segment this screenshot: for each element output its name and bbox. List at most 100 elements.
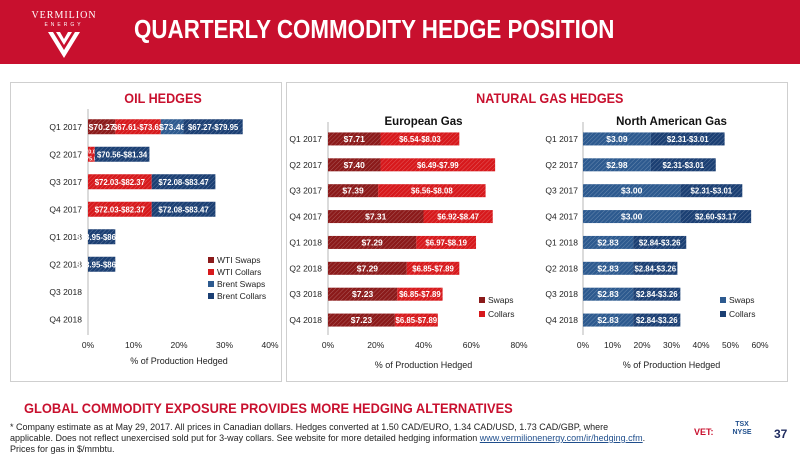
- oil-data-label: $70.08-: [82, 149, 101, 155]
- oil-legend-swatch: [208, 281, 214, 287]
- european-gas-data-label: $7.23: [352, 289, 374, 299]
- north-american-gas-category-label: Q2 2017: [545, 160, 578, 170]
- north-american-gas-legend-swatch: [720, 311, 726, 317]
- european-gas-data-label: $7.40: [344, 160, 366, 170]
- oil-category-label: Q2 2018: [49, 259, 82, 269]
- oil-bar-texture: [151, 201, 216, 217]
- oil-bar-texture: [88, 229, 116, 245]
- north-american-gas-chart-title: North American Gas: [616, 116, 727, 128]
- oil-data-label: $73.46: [159, 122, 185, 132]
- north-american-gas-bar-texture: [583, 287, 634, 301]
- european-gas-data-label: $6.97-$8.19: [425, 238, 467, 247]
- oil-data-label: $72.03-$82.37: [95, 205, 145, 214]
- oil-x-tick-label: 30%: [216, 340, 233, 350]
- oil-bar-texture: [88, 119, 116, 135]
- european-gas-chart-title: European Gas: [385, 116, 463, 128]
- north-american-gas-category-label: Q1 2018: [545, 237, 578, 247]
- european-gas-data-label: $7.71: [344, 134, 366, 144]
- european-gas-category-label: Q1 2018: [289, 237, 322, 247]
- north-american-gas-category-label: Q4 2017: [545, 212, 578, 222]
- north-american-gas-data-label: $2.83: [597, 315, 619, 325]
- european-gas-bar-texture: [328, 313, 395, 327]
- oil-bar-texture: [183, 119, 243, 135]
- european-gas-category-label: Q2 2018: [289, 263, 322, 273]
- oil-data-label: $72.08-$83.47: [158, 178, 208, 187]
- oil-category-label: Q3 2018: [49, 287, 82, 297]
- north-american-gas-data-label: $2.31-$3.01: [662, 161, 704, 170]
- oil-x-tick-label: 10%: [125, 340, 142, 350]
- north-american-gas-category-label: Q4 2018: [545, 315, 578, 325]
- european-gas-x-tick-label: 40%: [415, 340, 432, 350]
- european-gas-x-tick-label: 20%: [367, 340, 384, 350]
- european-gas-bar-texture: [328, 132, 381, 146]
- european-gas-data-label: $7.23: [351, 315, 373, 325]
- north-american-gas-x-tick-label: 0%: [577, 340, 590, 350]
- north-american-gas-x-tick-label: 20%: [633, 340, 650, 350]
- oil-legend-label: WTI Swaps: [217, 255, 260, 265]
- european-gas-data-label: $7.39: [342, 186, 364, 196]
- oil-hedges-title: OIL HEDGES: [124, 90, 202, 106]
- north-american-gas-bar-texture: [680, 184, 743, 198]
- north-american-gas-data-label: $2.84-$3.26: [636, 290, 678, 299]
- north-american-gas-data-label: $2.60-$3.17: [695, 213, 737, 222]
- european-gas-bar-texture: [328, 184, 379, 198]
- north-american-gas-data-label: $2.83: [597, 237, 619, 247]
- north-american-gas-bar-texture: [583, 184, 681, 198]
- footnote-text: * Company estimate as at May 29, 2017. A…: [10, 422, 609, 443]
- oil-bar-texture: [115, 119, 161, 135]
- north-american-gas-x-tick-label: 40%: [692, 340, 709, 350]
- european-gas-category-label: Q4 2018: [289, 315, 322, 325]
- european-gas-bar-texture: [328, 235, 417, 249]
- oil-x-tick-label: 0%: [82, 340, 95, 350]
- oil-data-label: $70.27: [89, 122, 115, 132]
- oil-x-tick-label: 40%: [261, 340, 278, 350]
- north-american-gas-bar-texture: [633, 261, 678, 275]
- oil-category-label: Q2 2017: [49, 149, 82, 159]
- north-american-gas-x-tick-label: 30%: [663, 340, 680, 350]
- european-gas-data-label: $7.29: [362, 237, 384, 247]
- oil-bar-texture: [88, 256, 116, 272]
- north-american-gas-data-label: $2.84-$3.26: [636, 316, 678, 325]
- oil-bar-texture: [151, 174, 216, 190]
- page-title: QUARTERLY COMMODITY HEDGE POSITION: [134, 14, 615, 44]
- european-gas-bar-texture: [380, 158, 496, 172]
- north-american-gas-bar-texture: [650, 158, 716, 172]
- oil-category-label: Q1 2017: [49, 122, 82, 132]
- european-gas-legend-swatch: [479, 311, 485, 317]
- title-bar: VERMILION ENERGY QUARTERLY COMMODITY HED…: [0, 0, 800, 64]
- hedging-alternatives-banner: GLOBAL COMMODITY EXPOSURE PROVIDES MORE …: [24, 400, 513, 416]
- ticker-symbol: VET:: [694, 427, 714, 437]
- oil-category-label: Q1 2018: [49, 232, 82, 242]
- north-american-gas-legend-label: Collars: [729, 309, 755, 319]
- north-american-gas-category-label: Q3 2018: [545, 289, 578, 299]
- north-american-gas-bar-texture: [633, 287, 681, 301]
- european-gas-legend-label: Collars: [488, 309, 514, 319]
- oil-legend-label: Brent Swaps: [217, 279, 265, 289]
- oil-legend-label: Brent Collars: [217, 291, 266, 301]
- north-american-gas-bar-texture: [583, 132, 651, 146]
- north-american-gas-data-label: $2.84-$3.26: [639, 238, 681, 247]
- north-american-gas-bar-texture: [680, 210, 752, 224]
- european-gas-data-label: $7.31: [365, 212, 387, 222]
- logo-subtitle: ENERGY: [44, 22, 84, 28]
- north-american-gas-category-label: Q2 2018: [545, 263, 578, 273]
- oil-category-label: Q4 2018: [49, 314, 82, 324]
- european-gas-category-label: Q3 2017: [289, 186, 322, 196]
- european-gas-bar-texture: [378, 184, 486, 198]
- oil-legend-swatch: [208, 257, 214, 263]
- oil-data-label: $72.08-$83.47: [158, 205, 208, 214]
- oil-x-axis-title: % of Production Hedged: [130, 356, 228, 366]
- european-gas-category-label: Q4 2017: [289, 212, 322, 222]
- hedging-info-link[interactable]: www.vermilionenergy.com/ir/hedging.cfm: [479, 433, 643, 443]
- oil-bar-texture: [160, 119, 184, 135]
- european-gas-bar-texture: [328, 287, 398, 301]
- north-american-gas-category-label: Q3 2017: [545, 186, 578, 196]
- north-american-gas-x-tick-label: 50%: [722, 340, 739, 350]
- european-gas-category-label: Q3 2018: [289, 289, 322, 299]
- north-american-gas-data-label: $3.00: [621, 212, 643, 222]
- oil-category-label: Q3 2017: [49, 177, 82, 187]
- natural-gas-hedges-title: NATURAL GAS HEDGES: [476, 90, 624, 106]
- european-gas-data-label: $6.56-$8.08: [411, 187, 453, 196]
- footnote-text-end: . Prices for gas in $/mmbtu.: [10, 433, 646, 454]
- company-logo: VERMILION ENERGY: [0, 0, 128, 64]
